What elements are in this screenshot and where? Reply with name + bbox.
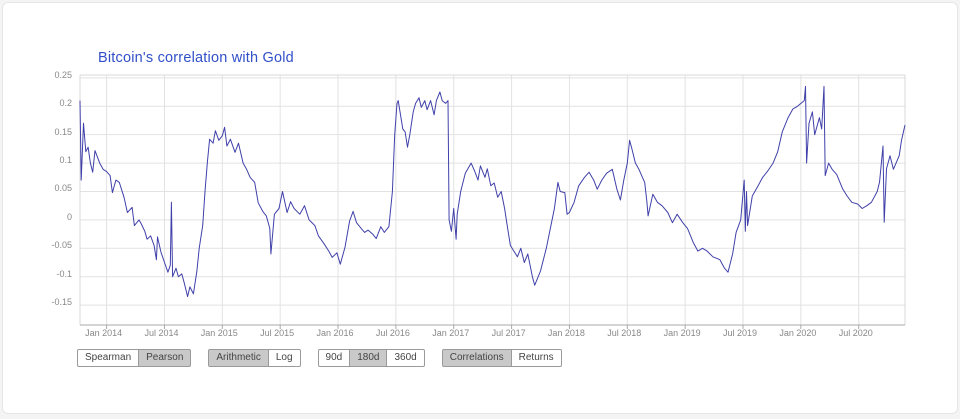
x-tick-label: Jan 2020	[779, 328, 817, 338]
button-360d[interactable]: 360d	[386, 349, 425, 367]
button-returns[interactable]: Returns	[510, 349, 562, 367]
x-tick-label: Jul 2017	[491, 328, 526, 338]
button-180d[interactable]: 180d	[349, 349, 388, 367]
chart-canvas	[79, 74, 906, 329]
x-tick-label: Jul 2016	[375, 328, 410, 338]
x-tick-label: Jul 2015	[260, 328, 295, 338]
control-group-window: 90d 180d 360d	[317, 349, 425, 367]
x-tick-label: Jan 2016	[316, 328, 354, 338]
x-tick-label: Jul 2020	[838, 328, 873, 338]
control-group-return-scale: Arithmetic Log	[208, 349, 301, 367]
x-tick-label: Jan 2015	[200, 328, 238, 338]
button-90d[interactable]: 90d	[317, 349, 351, 367]
y-tick-label: -0.1	[56, 268, 72, 279]
button-correlations[interactable]: Correlations	[441, 349, 512, 367]
series-line-btc-gold	[79, 85, 906, 298]
x-tick-label: Jul 2018	[607, 328, 642, 338]
y-tick-label: 0.2	[59, 98, 72, 109]
y-tick-label: 0.15	[54, 126, 72, 137]
chart-card: Bitcoin's correlation with Gold Spearman…	[2, 2, 958, 414]
chart-controls: Spearman Pearson Arithmetic Log 90d 180d 360d C…	[77, 349, 562, 367]
y-tick-label: 0	[66, 211, 72, 222]
y-tick-label: -0.05	[51, 240, 72, 251]
x-tick-label: Jul 2019	[722, 328, 758, 338]
y-tick-label: 0.25	[54, 69, 72, 80]
chart-title: Bitcoin's correlation with Gold	[98, 50, 294, 66]
x-tick-label: Jan 2018	[547, 328, 585, 338]
y-tick-label: 0.05	[54, 183, 72, 194]
x-tick-label: Jul 2014	[144, 328, 179, 338]
button-pearson[interactable]: Pearson	[138, 349, 192, 367]
control-group-display-mode: Correlations Returns	[441, 349, 562, 367]
button-arithmetic[interactable]: Arithmetic	[208, 349, 269, 367]
control-group-correlation-method: Spearman Pearson	[77, 349, 192, 367]
y-tick-label: 0.1	[59, 155, 72, 166]
x-tick-label: Jan 2017	[432, 328, 470, 338]
x-tick-label: Jan 2014	[85, 328, 123, 338]
y-tick-label: -0.15	[51, 297, 72, 308]
button-log[interactable]: Log	[267, 349, 301, 367]
x-tick-label: Jan 2019	[663, 328, 701, 338]
button-spearman[interactable]: Spearman	[77, 349, 140, 367]
